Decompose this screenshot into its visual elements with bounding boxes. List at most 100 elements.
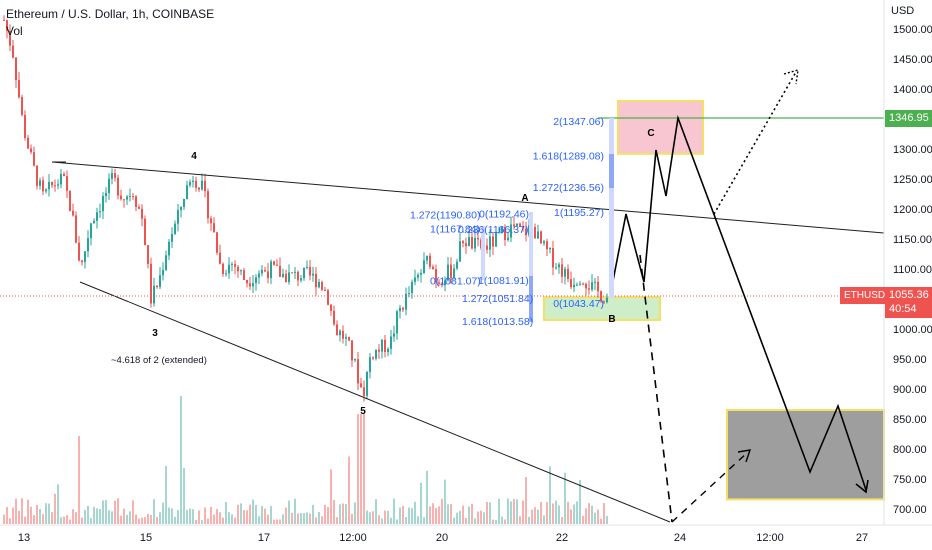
zone-target-low[interactable] (726, 409, 885, 501)
volume-bar (189, 508, 191, 524)
candle-body (255, 277, 257, 284)
candle-body (423, 260, 425, 273)
volume-bar (228, 512, 230, 524)
current-price-tag[interactable]: 1055.36 40:54 (885, 287, 932, 318)
volume-bar (420, 482, 422, 524)
lower-trendline[interactable] (79, 281, 671, 523)
candle-body (192, 180, 194, 182)
candle-body (225, 273, 227, 275)
candle-body (177, 210, 179, 224)
candle-body (363, 387, 365, 396)
candle-body (234, 264, 236, 267)
volume-bar (528, 516, 530, 524)
volume-bar (177, 510, 179, 524)
candle-body (354, 359, 356, 361)
candle-body (138, 206, 140, 209)
volume-bar (240, 503, 242, 524)
candle-body (555, 267, 557, 269)
candle-body (246, 279, 248, 284)
candle-body (123, 199, 125, 201)
candle-body (141, 208, 143, 219)
fib-bar-b (529, 212, 533, 276)
volume-bar (354, 502, 356, 524)
volume-bar (201, 519, 203, 524)
solid-arrow-head (855, 479, 869, 494)
volume-bar (393, 498, 395, 524)
volume-bars (3, 396, 608, 524)
candle-body (219, 252, 221, 264)
candle-body (237, 266, 239, 272)
volume-bar (126, 514, 128, 524)
candle-body (435, 269, 437, 283)
candle-body (570, 279, 572, 288)
dashed-projection-down[interactable] (639, 254, 673, 523)
volume-bar (510, 501, 512, 524)
candle-body (114, 173, 116, 178)
volume-bar (111, 511, 113, 524)
volume-bar (243, 510, 245, 524)
volume-bar (21, 498, 23, 524)
candle-body (24, 114, 26, 138)
dashed-projection-up[interactable] (671, 451, 749, 523)
volume-bar (285, 507, 287, 524)
fib-bar-a (481, 226, 485, 280)
volume-bar (519, 516, 521, 524)
candle-body (204, 180, 206, 192)
volume-bar (249, 504, 251, 524)
candle-body (429, 255, 431, 267)
candle-body (201, 180, 203, 190)
upper-trendline[interactable] (51, 161, 885, 234)
volume-bar (555, 500, 557, 524)
candle-body (384, 339, 386, 352)
zone-target-top[interactable] (617, 100, 704, 155)
candle-body (168, 241, 170, 256)
volume-bar (120, 515, 122, 524)
volume-bar (192, 509, 194, 524)
volume-bar (336, 517, 338, 524)
y-tick-label: 1200.00 (893, 204, 932, 216)
volume-bar (216, 509, 218, 524)
candle-body (396, 311, 398, 334)
volume-bar (486, 501, 488, 524)
volume-bar (306, 512, 308, 524)
fib-label: 1(1081.91) (478, 275, 529, 287)
candle-body (60, 173, 62, 185)
volume-bar (183, 467, 185, 524)
volume-bar (348, 456, 350, 524)
volume-bar (417, 516, 419, 524)
volume-bar (552, 503, 554, 524)
y-tick-label: 750.00 (893, 474, 927, 486)
volume-bar (288, 500, 290, 524)
volume-bar (423, 517, 425, 524)
volume-bar (3, 514, 5, 524)
candle-body (558, 264, 560, 268)
candle-body (48, 181, 50, 190)
candle-body (291, 272, 293, 274)
fib-label: 1.618(1289.08) (533, 151, 604, 163)
fib-bar-e (609, 154, 614, 188)
volume-bar (588, 503, 590, 524)
fib-label: 0.236(1166.37) (458, 224, 528, 236)
candle-body (576, 284, 578, 286)
y-tick-label: 700.00 (893, 504, 927, 516)
candle-body (348, 336, 350, 341)
y-tick-label: 1250.00 (893, 174, 932, 186)
candle-body (288, 272, 290, 283)
candle-body (39, 180, 41, 186)
volume-bar (51, 512, 53, 524)
dotted-projection[interactable] (713, 71, 797, 215)
candle-body (372, 357, 374, 359)
candle-body (159, 275, 161, 287)
axes (0, 0, 932, 526)
level-price-tag[interactable]: 1346.95 (885, 110, 932, 127)
volume-bar (174, 516, 176, 524)
y-tick-label: 800.00 (893, 444, 927, 456)
candle-body (21, 97, 23, 115)
solid-projection[interactable] (611, 114, 867, 491)
volume-bar (219, 512, 221, 524)
volume-bar (147, 513, 149, 524)
symbol-tag[interactable]: ETHUSD (840, 287, 890, 304)
candle-body (36, 165, 38, 186)
candle-body (333, 310, 335, 325)
